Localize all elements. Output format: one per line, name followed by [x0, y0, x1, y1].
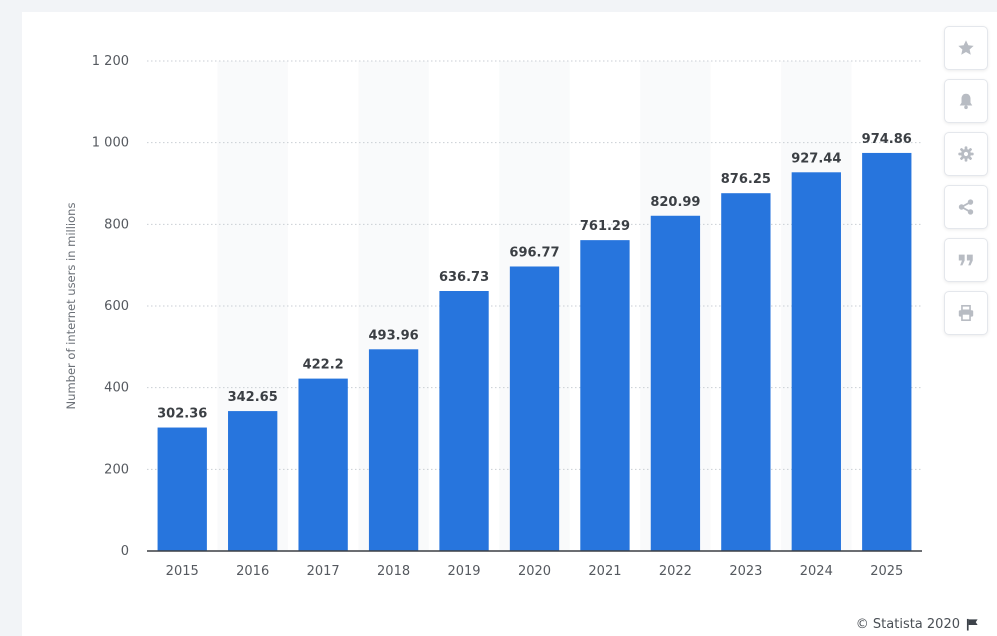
- value-label: 422.2: [303, 358, 344, 373]
- x-tick-label: 2021: [588, 564, 621, 579]
- value-label: 696.77: [509, 245, 559, 260]
- cite-button[interactable]: [944, 238, 988, 282]
- bar-2022: [650, 215, 701, 551]
- bars: [157, 152, 912, 551]
- value-label: 342.65: [228, 390, 278, 405]
- print-icon: [958, 304, 974, 322]
- y-tick-label: 600: [104, 299, 129, 314]
- y-tick-label: 0: [121, 544, 129, 559]
- share-button[interactable]: [944, 185, 988, 229]
- x-tick-label: 2025: [870, 564, 903, 579]
- x-axis-ticks: 2015 2016 2017 2018 2019 2020 2021 2022 2023 2024…: [166, 564, 904, 579]
- bar-2016: [228, 411, 278, 551]
- x-tick-label: 2016: [236, 564, 269, 579]
- quote-icon: [958, 254, 973, 266]
- bar-2023: [721, 193, 771, 551]
- bar-2018: [368, 349, 419, 551]
- x-tick-label: 2019: [447, 564, 480, 579]
- x-tick-label: 2022: [659, 564, 692, 579]
- bar-2024: [791, 172, 841, 551]
- x-tick-label: 2024: [800, 564, 833, 579]
- side-toolbar: [944, 26, 988, 335]
- bar-2017: [298, 378, 348, 551]
- bar-2025: [862, 152, 912, 551]
- bar-2021: [580, 240, 630, 551]
- value-label: 876.25: [721, 172, 771, 187]
- value-label: 493.96: [369, 328, 419, 343]
- flag-icon: [966, 618, 978, 631]
- bell-icon: [959, 93, 973, 110]
- y-tick-label: 400: [104, 381, 129, 396]
- x-tick-label: 2020: [518, 564, 551, 579]
- star-icon: [958, 40, 974, 55]
- share-icon: [958, 199, 974, 215]
- value-label: 636.73: [439, 270, 489, 285]
- notification-button[interactable]: [944, 79, 988, 123]
- bar-chart: 0 200 400 600 800 1 000 1 200 302.36 342.65 422.…: [64, 54, 922, 579]
- y-tick-label: 1 200: [92, 54, 129, 69]
- value-label: 820.99: [650, 195, 700, 210]
- value-labels: 302.36 342.65 422.2 493.96 636.73 696.77 761.2…: [157, 132, 912, 422]
- x-tick-label: 2015: [166, 564, 199, 579]
- y-tick-label: 200: [104, 462, 129, 477]
- chart-card: 0 200 400 600 800 1 000 1 200 302.36 342.65 422.…: [22, 12, 997, 636]
- print-button[interactable]: [944, 291, 988, 335]
- y-tick-label: 1 000: [92, 136, 129, 151]
- credit-text: © Statista 2020: [855, 617, 960, 632]
- bar-2019: [439, 291, 489, 551]
- x-tick-label: 2023: [729, 564, 762, 579]
- value-label: 302.36: [157, 407, 207, 422]
- gear-icon: [958, 146, 974, 162]
- y-axis-label: Number of internet users in millions: [64, 203, 78, 410]
- settings-button[interactable]: [944, 132, 988, 176]
- bar-2020: [509, 266, 560, 551]
- source-credit[interactable]: © Statista 2020: [856, 617, 979, 632]
- x-tick-label: 2017: [307, 564, 340, 579]
- value-label: 761.29: [580, 219, 630, 234]
- x-tick-label: 2018: [377, 564, 410, 579]
- y-axis-ticks: 0 200 400 600 800 1 000 1 200: [92, 54, 129, 559]
- value-label: 974.86: [862, 132, 912, 147]
- bar-2015: [157, 427, 207, 551]
- value-label: 927.44: [791, 151, 841, 166]
- y-tick-label: 800: [104, 217, 129, 232]
- favorite-button[interactable]: [944, 26, 988, 70]
